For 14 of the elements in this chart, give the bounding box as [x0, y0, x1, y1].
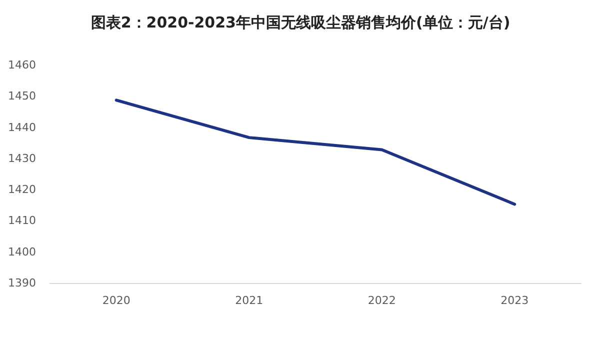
- chart-title: 图表2：2020-2023年中国无线吸尘器销售均价(单位：元/台): [90, 14, 510, 32]
- x-tick-label: 2021: [235, 294, 264, 307]
- y-tick-label: 1430: [8, 152, 36, 165]
- y-tick-label: 1440: [8, 120, 36, 134]
- y-tick-label: 1390: [8, 276, 36, 290]
- x-tick-label: 2023: [500, 294, 529, 307]
- x-tick-label: 2022: [368, 294, 396, 307]
- y-tick-label: 1420: [8, 183, 36, 196]
- y-tick-label: 1410: [8, 214, 36, 228]
- y-tick-label: 1450: [8, 90, 36, 103]
- line-series: [114, 98, 516, 206]
- y-tick-label: 1460: [8, 58, 36, 72]
- x-tick-label: 2020: [102, 294, 130, 307]
- y-tick-label: 1400: [8, 245, 36, 258]
